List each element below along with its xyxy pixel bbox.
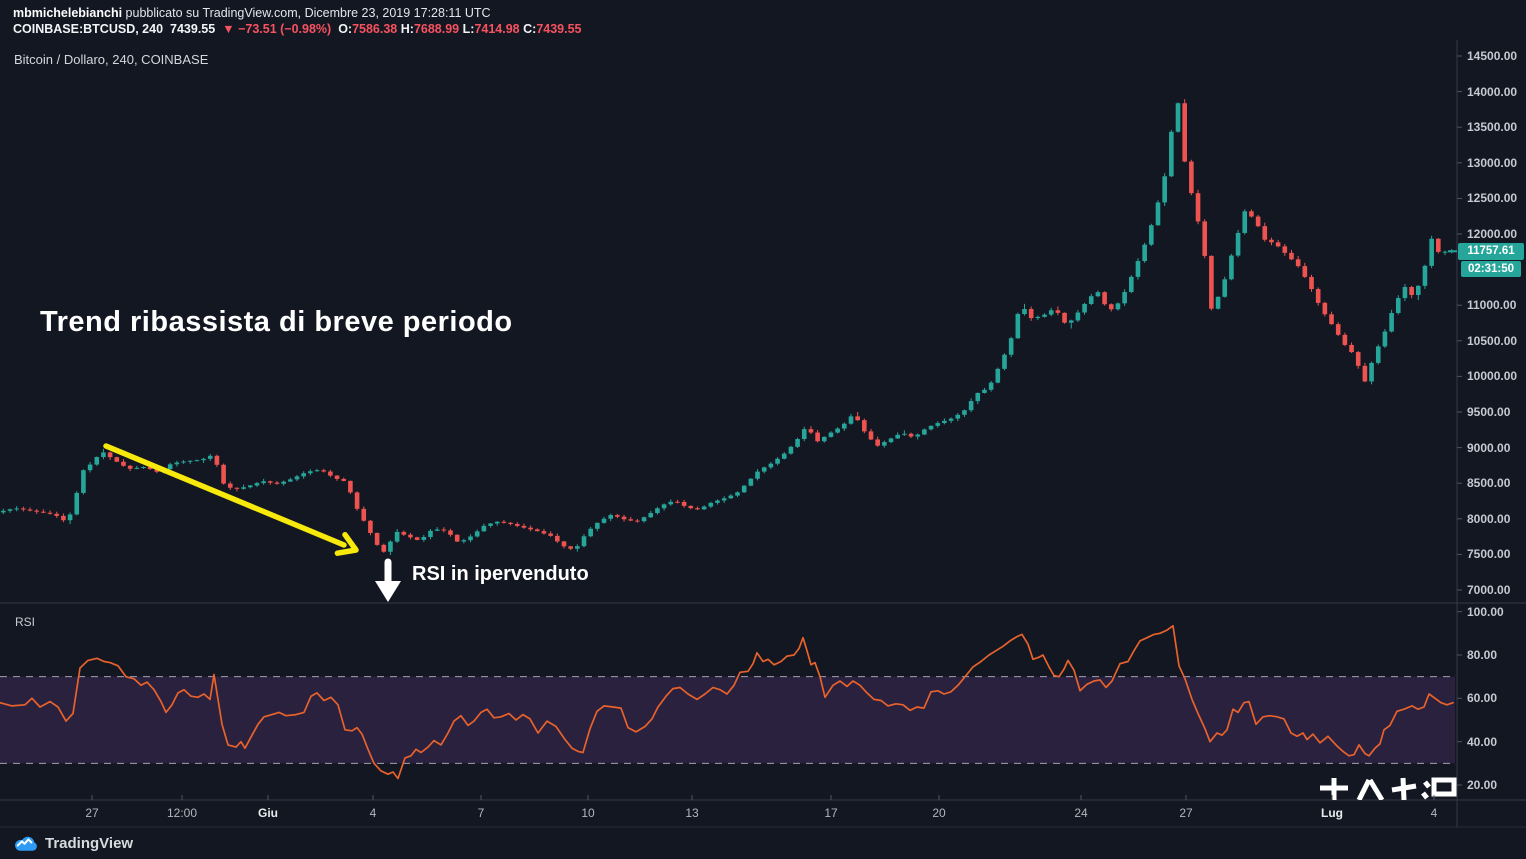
rsi-tick-label: 20.00 — [1467, 778, 1498, 792]
time-tick-label: 4 — [1430, 806, 1438, 820]
brand-name[interactable]: TradingView — [45, 834, 134, 852]
price-tick-label: 13500.00 — [1467, 120, 1518, 135]
time-tick-label: 4 — [369, 806, 377, 820]
price-tick-label: 7000.00 — [1467, 583, 1511, 597]
price-tick-label: 7500.00 — [1467, 547, 1511, 562]
byline: mbmichelebianchi pubblicato su TradingVi… — [13, 6, 491, 20]
down-arrow-icon — [375, 558, 401, 602]
ohlc-label: O: — [338, 22, 353, 36]
ohlc-value: 7688.99 — [413, 22, 460, 36]
footer-bar: TradingView — [0, 827, 1526, 859]
ohlc-label: C: — [523, 22, 537, 36]
change-value: ▼ −73.51 (−0.98%) — [222, 22, 332, 36]
time-tick-label: 12:00 — [166, 806, 198, 820]
ohlc-label: L: — [462, 22, 475, 36]
time-tick-label: 17 — [824, 806, 838, 820]
price-axis[interactable]: 11757.61 02:31:50 14500.00 14000.00 13500.… — [1457, 0, 1526, 859]
byline-text: pubblicato su TradingView.com, Dicembre … — [122, 6, 491, 20]
time-tick-label: 27 — [85, 806, 99, 820]
time-tick-label: Giu — [258, 806, 278, 820]
ohlc-value: 7586.38 — [352, 22, 398, 36]
rsi-line — [0, 624, 1454, 780]
rsi-annotation: RSI in ipervenduto — [412, 563, 589, 585]
rsi-tick-label: 40.00 — [1467, 734, 1498, 749]
price-tick-label: 9000.00 — [1467, 440, 1511, 455]
symbol-name: COINBASE:BTCUSD, 240 — [13, 22, 164, 36]
rsi-pane-label: RSI — [15, 615, 36, 629]
price-tick-label: 9500.00 — [1467, 405, 1511, 419]
candlesticks — [1, 99, 1454, 555]
trend-annotation: Trend ribassista di breve periodo — [40, 306, 513, 338]
rsi-band — [0, 676, 1455, 764]
rsi-tick-label: 100.00 — [1467, 604, 1504, 619]
time-tick-label: 24 — [1074, 806, 1088, 820]
time-tick-label: 20 — [932, 806, 946, 820]
price-tick-label: 11000.00 — [1467, 298, 1517, 313]
last-price-badge: 11757.61 — [1458, 242, 1524, 260]
price-tick-label: 13000.00 — [1467, 155, 1518, 170]
time-tick-label: 27 — [1179, 806, 1193, 820]
price-tick-label: 10500.00 — [1467, 333, 1518, 348]
price-tick-label: 8000.00 — [1467, 511, 1511, 526]
yellow-trend-arrow[interactable] — [103, 443, 359, 556]
last-value: 7439.55 — [170, 22, 216, 36]
price-tick-label: 10000.00 — [1467, 369, 1518, 384]
ohlc-label: H: — [400, 22, 414, 36]
time-tick-label: Lug — [1321, 806, 1343, 820]
time-tick-label: 13 — [685, 806, 699, 820]
chart-legend: Bitcoin / Dollaro, 240, COINBASE — [14, 52, 209, 67]
ohlc-readout: O:7586.38 H:7688.99 L:7414.98 C:7439.55 — [338, 22, 581, 36]
rsi-tick-label: 60.00 — [1467, 691, 1498, 706]
watermark — [1320, 777, 1457, 800]
price-tick-label: 14500.00 — [1467, 49, 1518, 63]
price-tick-label: 12500.00 — [1467, 191, 1518, 206]
tradingview-logo-icon[interactable] — [13, 833, 37, 853]
price-tick-label: 14000.00 — [1467, 84, 1518, 99]
price-tick-label: 8500.00 — [1467, 476, 1511, 491]
countdown-badge: 02:31:50 — [1461, 260, 1521, 277]
time-tick-label: 10 — [581, 806, 595, 820]
author-name: mbmichelebianchi — [13, 6, 123, 20]
ohlc-value: 7439.55 — [536, 22, 582, 36]
rsi-tick-label: 80.00 — [1467, 648, 1498, 662]
time-axis[interactable]: 27 12:00 Giu 4 7 10 13 17 20 24 27 Lug 4 — [0, 800, 1526, 827]
price-tick-label: 12000.00 — [1467, 227, 1518, 241]
time-tick-label: 7 — [477, 806, 485, 820]
ohlc-value: 7414.98 — [474, 22, 520, 36]
symbol-line: COINBASE:BTCUSD, 240 7439.55 ▼ −73.51 (−0.… — [13, 22, 582, 36]
